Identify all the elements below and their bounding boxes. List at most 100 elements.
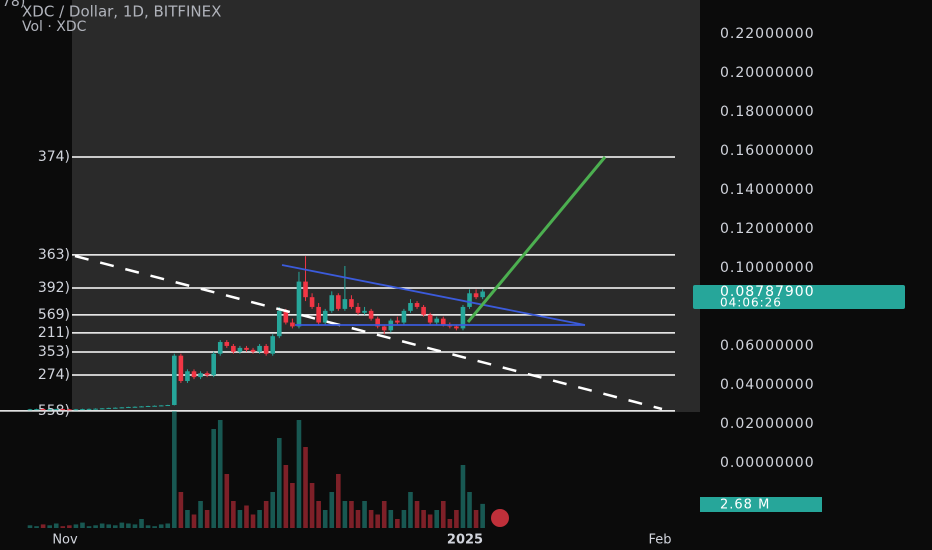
trend-line-dashed bbox=[74, 254, 663, 411]
volume-bar bbox=[244, 505, 249, 528]
volume-bar bbox=[47, 525, 52, 528]
volume-bar bbox=[276, 438, 282, 528]
candle-body bbox=[139, 406, 144, 408]
last-price-label: 0.08787900 bbox=[720, 284, 815, 300]
candle-body bbox=[283, 310, 289, 323]
level-label: 374) bbox=[38, 149, 70, 165]
candle-body bbox=[172, 355, 177, 406]
chart-title: XDC / Dollar, 1D, BITFINEX bbox=[22, 3, 221, 21]
volume-bar bbox=[309, 483, 315, 528]
chart-subtitle: Vol · XDC bbox=[22, 19, 87, 35]
y-tick-label: 0.10000000 bbox=[720, 260, 815, 276]
volume-bar bbox=[283, 465, 289, 528]
volume-bar bbox=[342, 501, 348, 528]
date-range-highlight bbox=[72, 0, 700, 412]
candle-body bbox=[270, 336, 276, 354]
y-tick-label: 0.14000000 bbox=[720, 182, 815, 198]
volume-bar bbox=[421, 510, 426, 528]
volume-bar bbox=[198, 501, 203, 528]
candle-body bbox=[480, 291, 485, 298]
candle-body bbox=[27, 409, 33, 411]
volume-bar bbox=[434, 510, 440, 528]
candle-body bbox=[257, 345, 262, 352]
candle-body bbox=[362, 310, 367, 313]
candle-body bbox=[408, 303, 413, 311]
volume-bar bbox=[60, 526, 66, 528]
volume-bar bbox=[172, 411, 177, 528]
volume-bar bbox=[395, 519, 400, 528]
volume-bar bbox=[27, 525, 33, 528]
volume-bar bbox=[336, 474, 341, 528]
corner-label: 78) bbox=[2, 0, 25, 10]
candle-body bbox=[460, 306, 466, 329]
candle-body bbox=[34, 409, 39, 411]
volume-bar bbox=[106, 524, 112, 528]
y-tick-label: 0.00000000 bbox=[720, 455, 815, 471]
last-volume-label: 2.68 M bbox=[720, 498, 770, 513]
candle-body bbox=[250, 349, 256, 352]
triangle-upper bbox=[281, 264, 586, 326]
volume-bar bbox=[303, 447, 308, 528]
volume-bar bbox=[427, 514, 433, 528]
candle-body bbox=[165, 405, 171, 407]
volume-bar bbox=[388, 510, 394, 528]
candle-body bbox=[60, 409, 66, 411]
volume-bar bbox=[329, 492, 335, 528]
candle-body bbox=[73, 409, 79, 411]
volume-bar bbox=[408, 492, 413, 528]
candle-body bbox=[93, 408, 98, 410]
volume-bar bbox=[250, 514, 256, 528]
volume-bar bbox=[467, 492, 472, 528]
volume-bar bbox=[112, 525, 118, 528]
candle-body bbox=[53, 409, 59, 411]
level-label: 569) bbox=[38, 307, 70, 323]
last-price-box bbox=[693, 285, 905, 309]
volume-bar bbox=[381, 501, 387, 528]
candle-body bbox=[106, 407, 112, 409]
candle-body bbox=[217, 342, 223, 354]
volume-bar bbox=[447, 519, 453, 528]
candle-body bbox=[303, 281, 308, 298]
volume-bar bbox=[34, 526, 39, 528]
volume-bar bbox=[211, 429, 216, 528]
candle-body bbox=[440, 318, 446, 325]
candle-body bbox=[244, 347, 249, 350]
volume-bar bbox=[126, 523, 131, 528]
volume-bar bbox=[231, 501, 236, 528]
volume-bar bbox=[237, 510, 243, 528]
volume-bar bbox=[53, 523, 59, 528]
candle-body bbox=[349, 299, 354, 307]
volume-bar bbox=[414, 501, 420, 528]
y-tick-label: 0.16000000 bbox=[720, 143, 815, 159]
y-tick-label: 0.06000000 bbox=[720, 338, 815, 354]
x-tick-label: 2025 bbox=[447, 533, 483, 548]
volume-bar bbox=[270, 492, 276, 528]
candle-body bbox=[329, 295, 335, 311]
volume-bar bbox=[257, 510, 262, 528]
volume-bar bbox=[368, 510, 374, 528]
volume-bar bbox=[152, 526, 157, 528]
volume-bar bbox=[349, 501, 354, 528]
candle-body bbox=[427, 314, 433, 323]
volume-bar bbox=[73, 524, 79, 528]
y-tick-label: 0.12000000 bbox=[720, 221, 815, 237]
candle-body bbox=[322, 310, 328, 323]
volume-bar bbox=[86, 526, 92, 528]
level-label: 363) bbox=[38, 247, 70, 263]
candle-body bbox=[80, 409, 85, 411]
candle-body bbox=[145, 405, 151, 407]
candle-body bbox=[434, 318, 440, 323]
projection-arrow bbox=[466, 156, 607, 323]
volume-bar bbox=[119, 522, 125, 528]
event-icon bbox=[491, 509, 509, 527]
volume-bar bbox=[165, 523, 171, 528]
volume-bar bbox=[263, 501, 269, 528]
candle-body bbox=[224, 342, 230, 346]
volume-bar bbox=[375, 514, 380, 528]
candle-body bbox=[401, 310, 407, 323]
level-label: 392) bbox=[38, 280, 70, 296]
candle-body bbox=[47, 409, 52, 411]
candle-body bbox=[381, 326, 387, 331]
level-label: 353) bbox=[38, 344, 70, 360]
